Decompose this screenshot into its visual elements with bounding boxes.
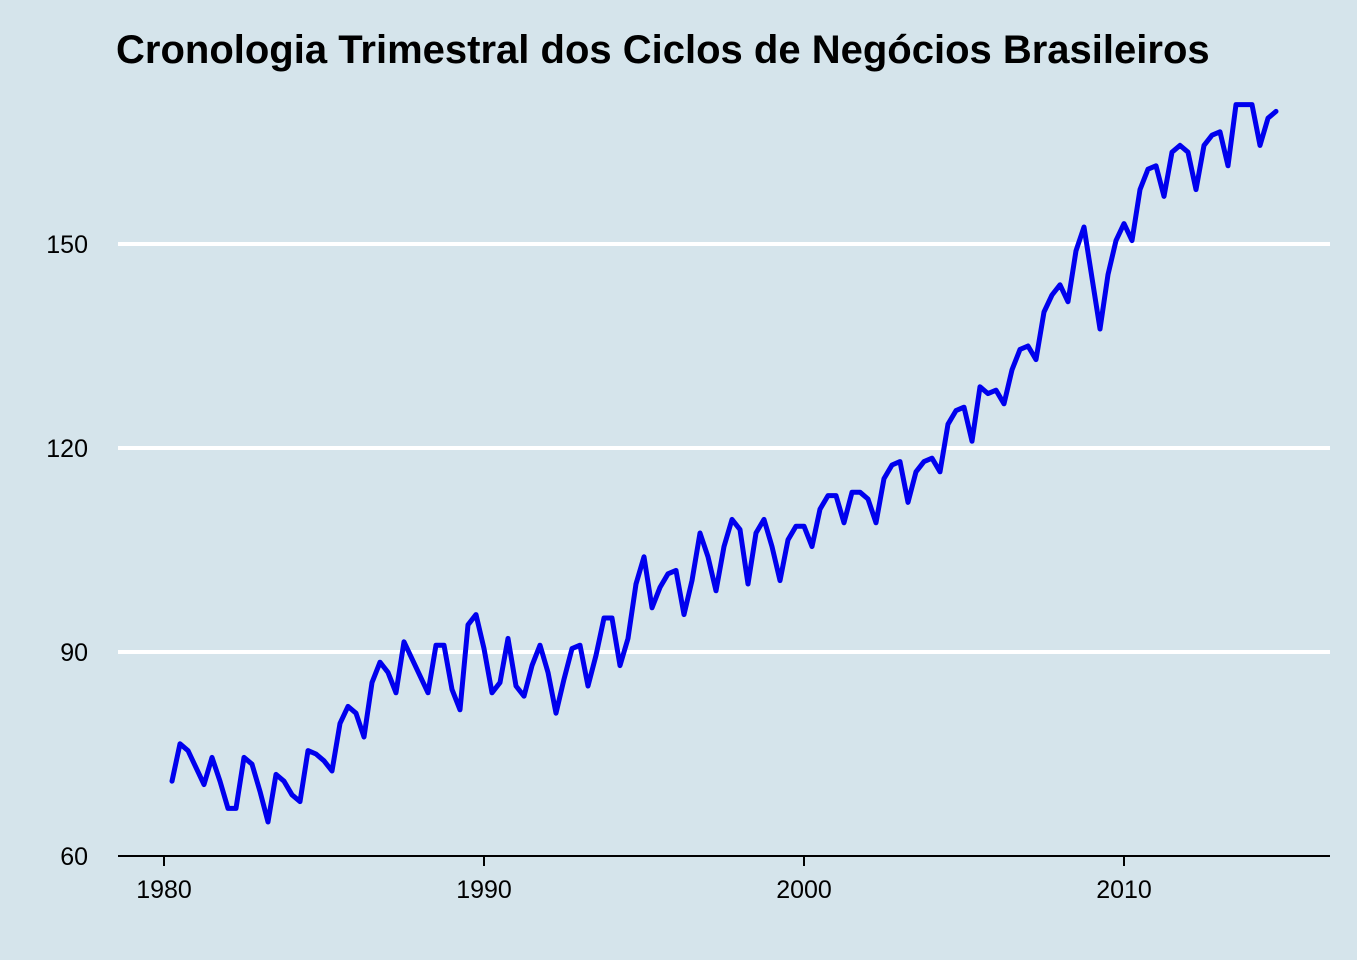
series-line [169, 102, 1279, 825]
y-tick-label: 60 [60, 843, 88, 871]
x-tick-label: 2000 [776, 876, 832, 904]
x-tick-label: 1990 [456, 876, 512, 904]
chart-title: Cronologia Trimestral dos Ciclos de Negó… [116, 28, 1210, 72]
axes: 1980 1990 2000 2010 60 90 120 150 [46, 231, 1330, 904]
x-tick-label: 1980 [136, 876, 192, 904]
y-tick-label: 120 [46, 435, 88, 463]
y-tick-label: 90 [60, 639, 88, 667]
y-tick-label: 150 [46, 231, 88, 259]
grid-lines [118, 242, 1330, 654]
series-layer [169, 102, 1279, 825]
x-tick-label: 2010 [1096, 876, 1152, 904]
